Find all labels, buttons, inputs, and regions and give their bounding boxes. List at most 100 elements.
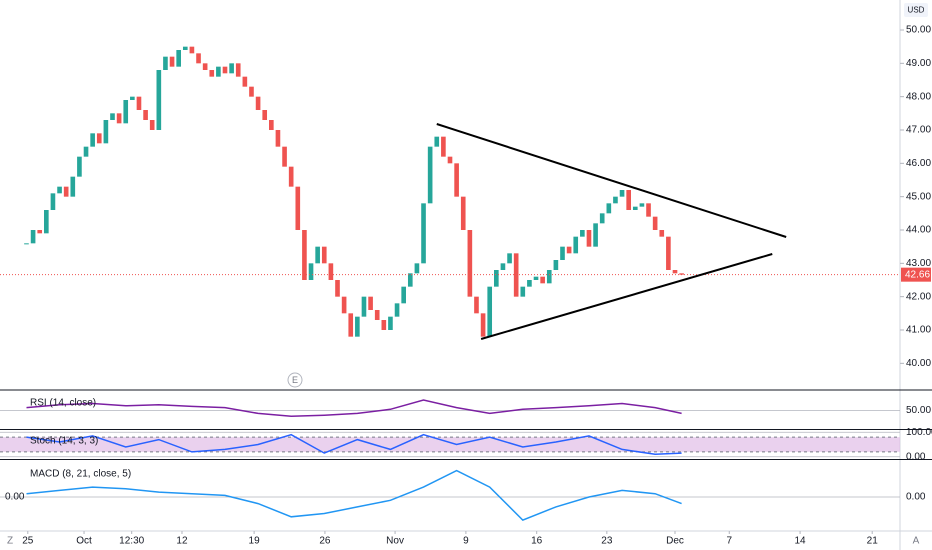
event-marker[interactable]	[287, 372, 303, 388]
price-tick-label: 46.00	[906, 158, 931, 169]
price-tick-label: 44.00	[906, 225, 931, 236]
candle	[474, 296, 479, 314]
candle	[308, 263, 314, 280]
price-tick-label: 43.00	[906, 258, 931, 269]
time-tick-label: Oct	[76, 536, 92, 547]
candle	[500, 263, 506, 270]
candle	[24, 243, 29, 245]
candle	[679, 273, 684, 275]
candle	[520, 286, 526, 297]
indicator-line	[26, 469, 682, 521]
indicator-tick-label: 0.00	[906, 492, 926, 503]
candle	[553, 260, 559, 270]
candle	[196, 53, 201, 64]
currency-badge[interactable]	[904, 3, 928, 17]
time-tick-label: 25	[22, 536, 34, 547]
timezone-control[interactable]: Z	[7, 536, 13, 547]
candle	[169, 56, 175, 67]
candle	[37, 230, 43, 234]
candle	[44, 210, 49, 234]
time-tick-label: Nov	[386, 536, 404, 547]
indicator-tick-label: 0.00	[906, 451, 926, 462]
candle	[229, 63, 234, 74]
candle	[368, 296, 373, 310]
candle	[143, 110, 148, 120]
time-tick-label: 12:30	[119, 536, 144, 547]
candle	[467, 230, 473, 297]
candle	[30, 230, 36, 244]
auto-scale-control[interactable]: A	[913, 536, 920, 547]
price-tick-label: 50.00	[906, 25, 931, 36]
candle	[110, 113, 115, 120]
candle	[156, 70, 162, 130]
indicator-line	[26, 433, 682, 456]
candle	[136, 96, 142, 110]
candle	[348, 313, 354, 337]
candle	[116, 113, 122, 124]
candle	[619, 190, 625, 197]
candle	[182, 46, 188, 50]
candle	[573, 236, 579, 254]
indicator-title: Stoch (14, 3, 3)	[30, 436, 98, 447]
candle	[527, 280, 532, 287]
candle	[533, 276, 539, 280]
candle	[381, 320, 387, 330]
candle	[540, 276, 545, 284]
candle	[460, 196, 466, 230]
candle	[275, 130, 281, 147]
last-price-label: 42.66	[905, 269, 930, 280]
candle	[421, 203, 426, 264]
candle	[302, 230, 307, 280]
price-tick-label: 41.00	[906, 325, 931, 336]
candle	[321, 246, 327, 264]
candle	[222, 66, 228, 74]
indicator-left-label: 0.00	[5, 492, 25, 503]
candle	[414, 263, 420, 274]
indicator-title: MACD (8, 21, close, 5)	[30, 469, 131, 480]
candle	[507, 253, 512, 264]
candle	[149, 120, 155, 130]
candle	[374, 310, 380, 320]
time-tick-label: 12	[176, 536, 188, 547]
candle	[646, 203, 651, 217]
candle	[580, 230, 585, 237]
candle	[103, 120, 109, 144]
time-tick-label: 14	[795, 536, 807, 547]
candle	[130, 96, 135, 100]
candle	[599, 213, 605, 224]
time-tick-label: 9	[463, 536, 469, 547]
candle	[487, 286, 493, 337]
candle	[613, 196, 618, 204]
candle	[639, 203, 645, 207]
candle	[427, 146, 433, 204]
last-price-badge	[901, 267, 931, 282]
time-tick-label: 16	[531, 536, 543, 547]
time-tick-label: 19	[249, 536, 261, 547]
price-tick-label: 42.00	[906, 291, 931, 302]
candle	[176, 50, 181, 67]
candle	[560, 246, 565, 260]
candle	[288, 166, 294, 187]
candle	[90, 133, 95, 147]
candle	[361, 296, 367, 317]
candle	[295, 186, 301, 230]
candle	[593, 223, 598, 247]
indicator-line	[26, 399, 682, 418]
candle	[441, 136, 446, 157]
candle	[255, 96, 261, 110]
time-tick-label: 7	[726, 536, 732, 547]
candle	[401, 286, 406, 304]
candle	[202, 63, 208, 70]
candle	[50, 193, 56, 210]
candle	[355, 316, 360, 337]
candle	[63, 186, 69, 197]
candle	[235, 63, 241, 77]
candle	[652, 216, 658, 230]
time-tick-label: 21	[867, 536, 879, 547]
candle	[388, 316, 393, 330]
candle	[494, 270, 499, 287]
candle	[163, 56, 168, 70]
candle	[632, 206, 638, 210]
trendline	[480, 253, 773, 340]
